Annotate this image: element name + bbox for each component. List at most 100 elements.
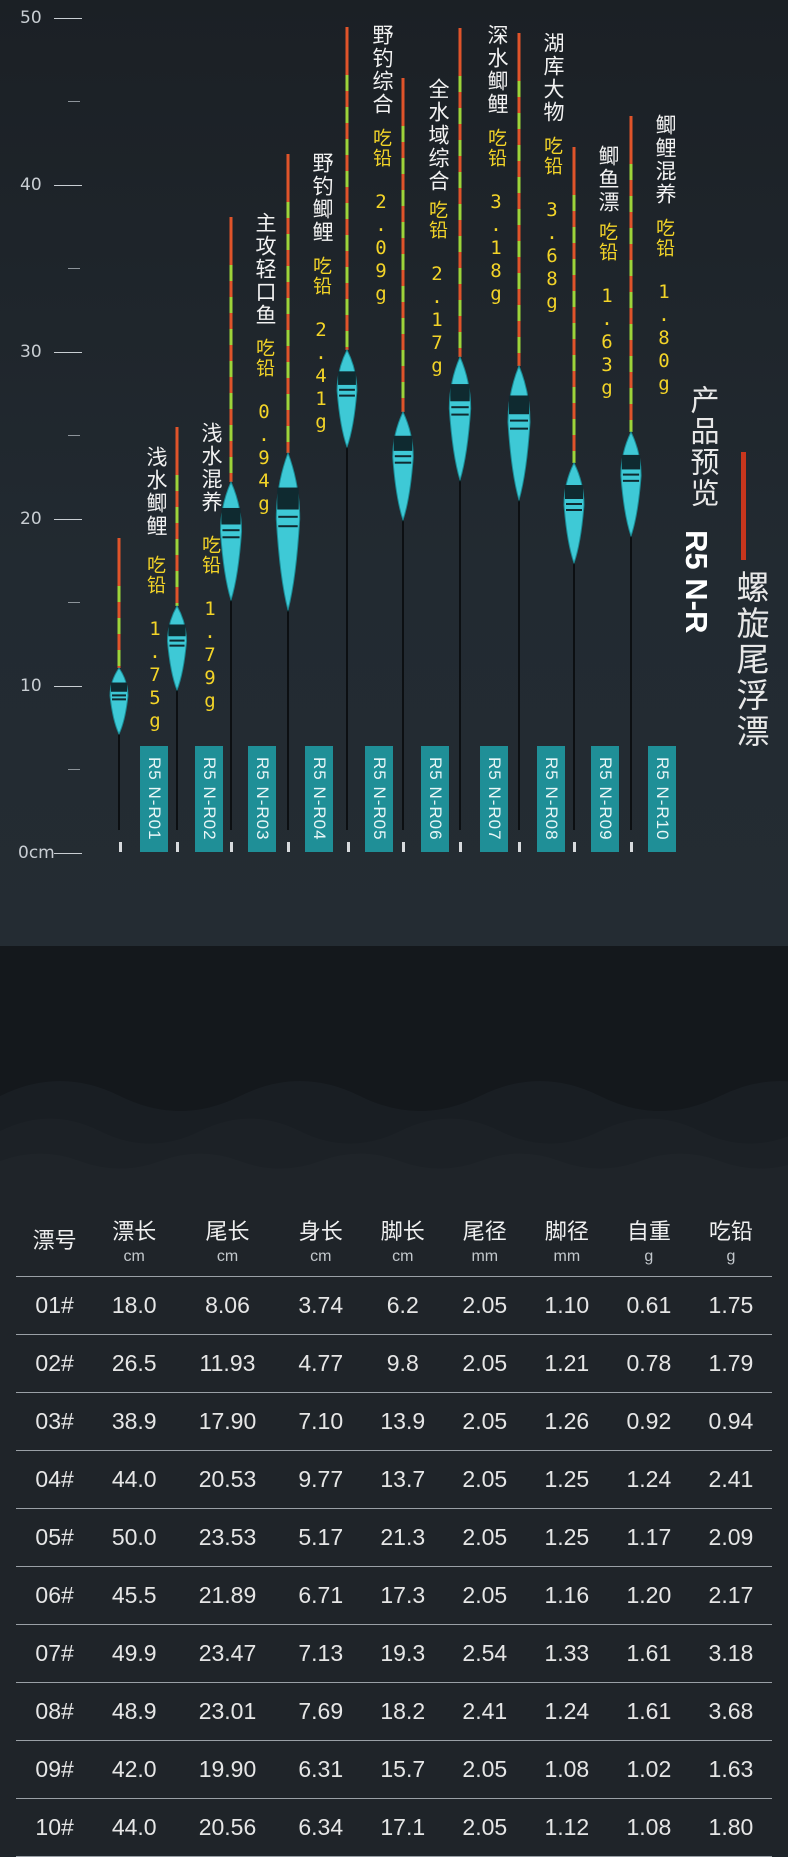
table-cell: 04# <box>16 1450 94 1509</box>
float-band <box>508 395 530 415</box>
table-cell: 17.1 <box>361 1798 444 1857</box>
table-row: 09# 42.0 19.90 6.31 15.7 2.05 1.08 1.02 1.63 <box>16 1740 772 1799</box>
table-row: 01# 18.0 8.06 3.74 6.2 2.05 1.10 0.61 1.75 <box>16 1276 772 1335</box>
model-tag-01: R5 N-R01 <box>140 746 168 852</box>
table-cell: 9.77 <box>279 1450 362 1509</box>
tick-label-30: 30 <box>20 342 42 362</box>
table-cell: 2.09 <box>689 1508 772 1567</box>
table-cell: 23.47 <box>175 1624 280 1683</box>
float-name-09: 鲫鱼漂 <box>596 145 620 214</box>
table-cell: 20.56 <box>175 1798 280 1857</box>
header-tail-diameter: 尾径 mm <box>462 1220 507 1265</box>
table-cell: 1.79 <box>689 1334 772 1393</box>
model-tag-07: R5 N-R07 <box>480 746 508 852</box>
table-cell: 1.08 <box>525 1740 608 1799</box>
table-cell: 0.78 <box>607 1334 690 1393</box>
float-stripe <box>622 479 640 482</box>
table-cell: 1.61 <box>607 1624 690 1683</box>
table-cell: 08# <box>16 1682 94 1741</box>
float-03 <box>219 217 243 830</box>
table-cell: 5.17 <box>279 1508 362 1567</box>
table-cell: 26.5 <box>93 1334 176 1393</box>
float-band <box>393 435 413 451</box>
table-row: 08# 48.9 23.01 7.69 18.2 2.41 1.24 1.61 3.68 <box>16 1682 772 1741</box>
table-cell: 15.7 <box>361 1740 444 1799</box>
table-cell: 1.75 <box>689 1276 772 1335</box>
float-stripe <box>339 394 355 397</box>
table-cell: 23.01 <box>175 1682 280 1741</box>
product-preview-label: 产品预览 <box>686 385 720 509</box>
table-cell: 0.94 <box>689 1392 772 1451</box>
product-preview-section: 50 40 30 20 10 0cm 浅水鲫鲤 吃铅 1.75g R5 N-R0… <box>0 0 788 946</box>
float-02 <box>166 427 188 830</box>
base-mark <box>518 842 521 852</box>
float-name-07: 深水鲫鲤 <box>485 24 509 116</box>
minor-tick <box>68 101 80 102</box>
minor-tick <box>68 769 80 770</box>
float-stripe <box>222 529 240 532</box>
float-band <box>168 624 186 637</box>
float-band <box>277 487 299 510</box>
table-cell: 7.13 <box>279 1624 362 1683</box>
table-cell: 4.77 <box>279 1334 362 1393</box>
table-cell: 3.68 <box>689 1682 772 1741</box>
header-foot-length: 脚长 cm <box>380 1220 425 1265</box>
model-tag-09: R5 N-R09 <box>591 746 619 852</box>
floats-illustration <box>109 27 642 830</box>
table-cell: 18.0 <box>93 1276 176 1335</box>
float-10 <box>620 116 642 830</box>
table-cell: 44.0 <box>93 1450 176 1509</box>
float-stripe <box>566 509 582 511</box>
float-stripe <box>509 427 529 430</box>
table-row: 03# 38.9 17.90 7.10 13.9 2.05 1.26 0.92 0.94 <box>16 1392 772 1451</box>
float-stripe <box>451 413 469 416</box>
table-cell: 07# <box>16 1624 94 1683</box>
table-cell: 20.53 <box>175 1450 280 1509</box>
table-cell: 01# <box>16 1276 94 1335</box>
table-cell: 1.21 <box>525 1334 608 1393</box>
float-lead-04: 吃铅 2.41g <box>310 256 332 434</box>
table-cell: 0.92 <box>607 1392 690 1451</box>
table-cell: 49.9 <box>93 1624 176 1683</box>
tick-line-0 <box>54 853 82 854</box>
table-cell: 1.12 <box>525 1798 608 1857</box>
float-lead-05: 吃铅 2.09g <box>370 128 392 306</box>
float-name-03: 主攻轻口鱼 <box>253 212 277 327</box>
base-mark <box>119 842 122 852</box>
minor-tick <box>68 268 80 269</box>
float-05 <box>336 27 358 830</box>
float-body <box>448 355 472 482</box>
table-cell: 1.10 <box>525 1276 608 1335</box>
float-stripe <box>509 419 529 422</box>
wave-divider <box>0 946 788 1196</box>
table-row: 04# 44.0 20.53 9.77 13.7 2.05 1.25 1.24 2.41 <box>16 1450 772 1509</box>
wave-background <box>0 946 788 1196</box>
table-cell: 03# <box>16 1392 94 1451</box>
accent-bar <box>741 452 746 560</box>
table-cell: 19.90 <box>175 1740 280 1799</box>
float-name-08: 湖库大物 <box>541 32 565 124</box>
model-tag-04: R5 N-R04 <box>305 746 333 852</box>
table-cell: 48.9 <box>93 1682 176 1741</box>
tick-line-50 <box>54 18 82 19</box>
float-body <box>275 451 301 612</box>
tick-label-10: 10 <box>20 676 42 696</box>
float-body <box>620 430 642 538</box>
float-name-05: 野钓综合 <box>370 24 394 116</box>
base-mark <box>459 842 462 852</box>
tick-label-0: 0cm <box>18 843 55 863</box>
table-cell: 11.93 <box>175 1334 280 1393</box>
table-row: 02# 26.5 11.93 4.77 9.8 2.05 1.21 0.78 1.79 <box>16 1334 772 1393</box>
float-band <box>565 485 583 499</box>
table-cell: 2.05 <box>443 1740 526 1799</box>
float-lead-07: 吃铅 3.18g <box>485 128 507 306</box>
table-cell: 2.41 <box>689 1450 772 1509</box>
table-cell: 6.31 <box>279 1740 362 1799</box>
header-body-length: 身长 cm <box>298 1220 343 1265</box>
float-lead-03: 吃铅 0.94g <box>253 338 275 516</box>
table-row: 05# 50.0 23.53 5.17 21.3 2.05 1.25 1.17 2.09 <box>16 1508 772 1567</box>
header-float-length: 漂长 cm <box>112 1220 157 1265</box>
float-name-01: 浅水鲫鲤 <box>144 446 168 538</box>
product-model: R5 N-R <box>679 530 714 634</box>
table-cell: 2.54 <box>443 1624 526 1683</box>
